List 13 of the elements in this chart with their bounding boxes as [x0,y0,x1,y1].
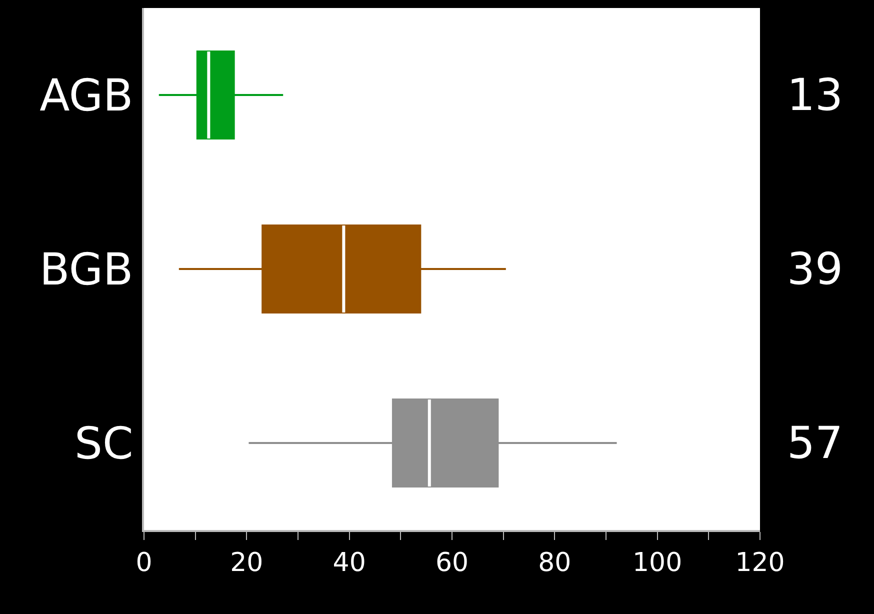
text: 39 [787,244,843,295]
x-tick-label: 80 [538,548,572,578]
x-tick-label: 0 [136,548,152,578]
x-tick-label: 120 [735,548,785,578]
text: 57 [787,418,843,469]
y-tick-label: BGB [39,244,134,296]
y-tick-label: SC [74,418,134,470]
x-tick-label: 20 [230,548,264,578]
y-tick-label: AGB [40,70,134,122]
x-tick-label: 60 [435,548,469,578]
x-tick-label: 40 [332,548,366,578]
x-tick-label: 100 [632,548,682,578]
text: 13 [787,70,843,121]
